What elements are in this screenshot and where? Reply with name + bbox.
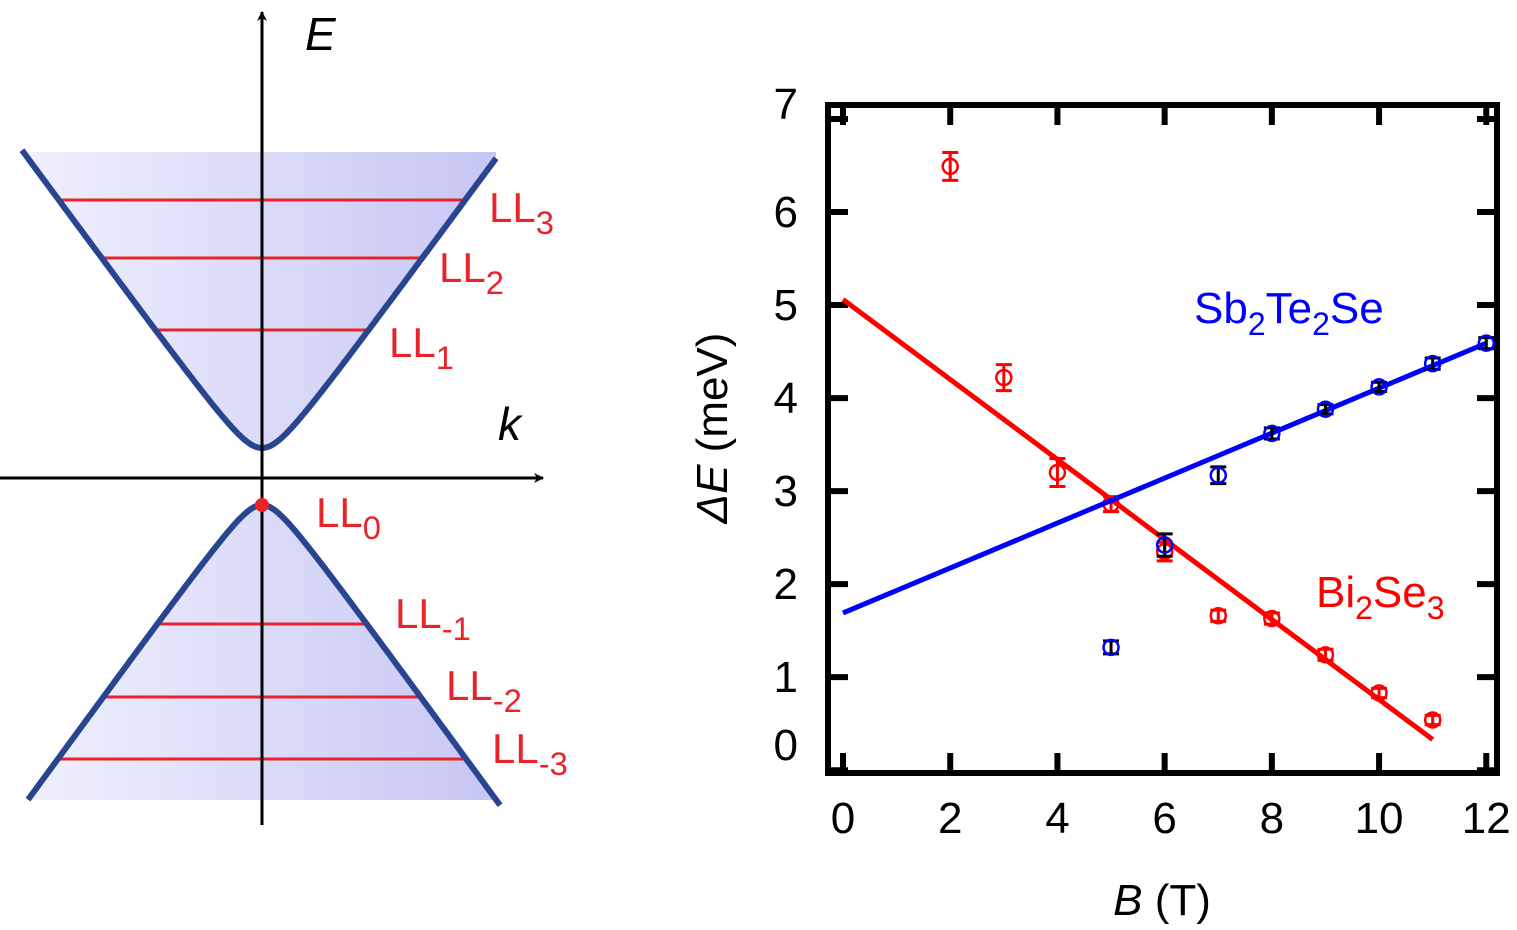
data-point bbox=[1423, 711, 1442, 729]
x-tick-label: 10 bbox=[1355, 794, 1404, 843]
data-point bbox=[1477, 334, 1496, 352]
level-label-lower: LL-2 bbox=[446, 662, 522, 719]
series-label-subscript: 3 bbox=[1427, 590, 1445, 626]
level-label-upper-subscript: 1 bbox=[436, 339, 454, 376]
data-point bbox=[1423, 354, 1442, 373]
data-point bbox=[941, 157, 959, 176]
level-label-upper: LL1 bbox=[389, 319, 454, 376]
series-label-text: Sb bbox=[1194, 284, 1248, 333]
x-tick-label: 4 bbox=[1045, 794, 1069, 843]
y-tick-label: 3 bbox=[774, 467, 798, 516]
y-axis-label-unit: (meV) bbox=[688, 333, 737, 465]
level-label-upper: LL2 bbox=[439, 244, 504, 301]
valence-band-fill bbox=[28, 505, 500, 806]
level-label-lower-subscript: -3 bbox=[539, 745, 568, 782]
data-point bbox=[1102, 638, 1120, 657]
level-label-lower-base: LL bbox=[446, 662, 493, 709]
level-label-zero-subscript: 0 bbox=[363, 509, 381, 546]
series-Sb2Te2Se: Sb2Te2Se bbox=[842, 284, 1496, 657]
y-tick-label: 6 bbox=[774, 188, 798, 237]
level-label-lower-subscript: -2 bbox=[493, 682, 522, 719]
data-point bbox=[1316, 400, 1335, 418]
conduction-band-curve bbox=[19, 148, 499, 452]
conduction-band-fill bbox=[22, 150, 496, 448]
series-label-text: Te bbox=[1266, 284, 1312, 333]
data-point bbox=[1370, 378, 1388, 396]
x-tick-label: 0 bbox=[831, 794, 855, 843]
series-label-subscript: 2 bbox=[1248, 306, 1266, 342]
level-label-upper-base: LL bbox=[389, 319, 436, 366]
series-label-text: Bi bbox=[1316, 568, 1355, 617]
data-point bbox=[1209, 607, 1227, 625]
level-label-zero: LL0 bbox=[316, 489, 381, 546]
level-label-upper-base: LL bbox=[489, 184, 536, 231]
series-label-subscript: 2 bbox=[1312, 306, 1330, 342]
y-tick-label: 2 bbox=[774, 560, 798, 609]
level-label-upper-subscript: 2 bbox=[486, 264, 504, 301]
level-label-lower-subscript: -1 bbox=[442, 610, 471, 647]
level-label-upper-subscript: 3 bbox=[536, 204, 554, 241]
x-tick-label: 8 bbox=[1260, 794, 1284, 843]
data-point bbox=[1370, 684, 1388, 702]
series-label-text: Se bbox=[1373, 568, 1427, 617]
momentum-axis-label: k bbox=[498, 398, 523, 450]
series-label: Bi2Se3 bbox=[1316, 568, 1445, 626]
data-point bbox=[1263, 609, 1281, 628]
data-point bbox=[995, 368, 1013, 387]
level-label-lower: LL-1 bbox=[395, 590, 471, 647]
plot-frame bbox=[825, 102, 1500, 776]
x-axis-label-symbol: B bbox=[1113, 876, 1142, 925]
data-point bbox=[1102, 495, 1120, 513]
series-label: Sb2Te2Se bbox=[1194, 284, 1384, 342]
level-label-lower-base: LL bbox=[395, 590, 442, 637]
y-tick-label: 4 bbox=[774, 374, 798, 423]
y-axis-label: ΔE (meV) bbox=[688, 333, 737, 525]
x-axis-label-unit: (T) bbox=[1142, 876, 1210, 925]
zero-level-dot bbox=[255, 498, 269, 512]
data-point bbox=[1316, 646, 1335, 664]
y-axis-label-symbol: ΔE bbox=[688, 464, 737, 525]
data-point bbox=[1155, 542, 1174, 561]
y-tick-label: 1 bbox=[774, 653, 798, 702]
y-tick-label: 5 bbox=[774, 281, 798, 330]
series-label-text: Se bbox=[1330, 284, 1384, 333]
data-point bbox=[1263, 424, 1281, 443]
x-tick-label: 12 bbox=[1462, 794, 1511, 843]
data-point bbox=[1155, 536, 1174, 554]
level-label-zero-base: LL bbox=[316, 489, 363, 536]
fit-line bbox=[842, 340, 1488, 616]
x-tick-label: 2 bbox=[938, 794, 962, 843]
y-tick-label: 0 bbox=[774, 721, 798, 770]
x-axis-label: B (T) bbox=[1113, 876, 1211, 925]
energy-axis-label: E bbox=[305, 8, 337, 60]
series-label-subscript: 2 bbox=[1355, 590, 1373, 626]
level-label-lower: LL-3 bbox=[492, 725, 568, 782]
level-label-upper: LL3 bbox=[489, 184, 554, 241]
x-tick-label: 6 bbox=[1152, 794, 1176, 843]
data-point bbox=[1209, 466, 1227, 485]
level-label-lower-base: LL bbox=[492, 725, 539, 772]
data-point bbox=[1048, 463, 1067, 482]
fit-line bbox=[841, 297, 1435, 742]
level-label-upper-base: LL bbox=[439, 244, 486, 291]
y-tick-label: 7 bbox=[774, 80, 798, 129]
series-Bi2Se3: Bi2Se3 bbox=[841, 150, 1445, 742]
